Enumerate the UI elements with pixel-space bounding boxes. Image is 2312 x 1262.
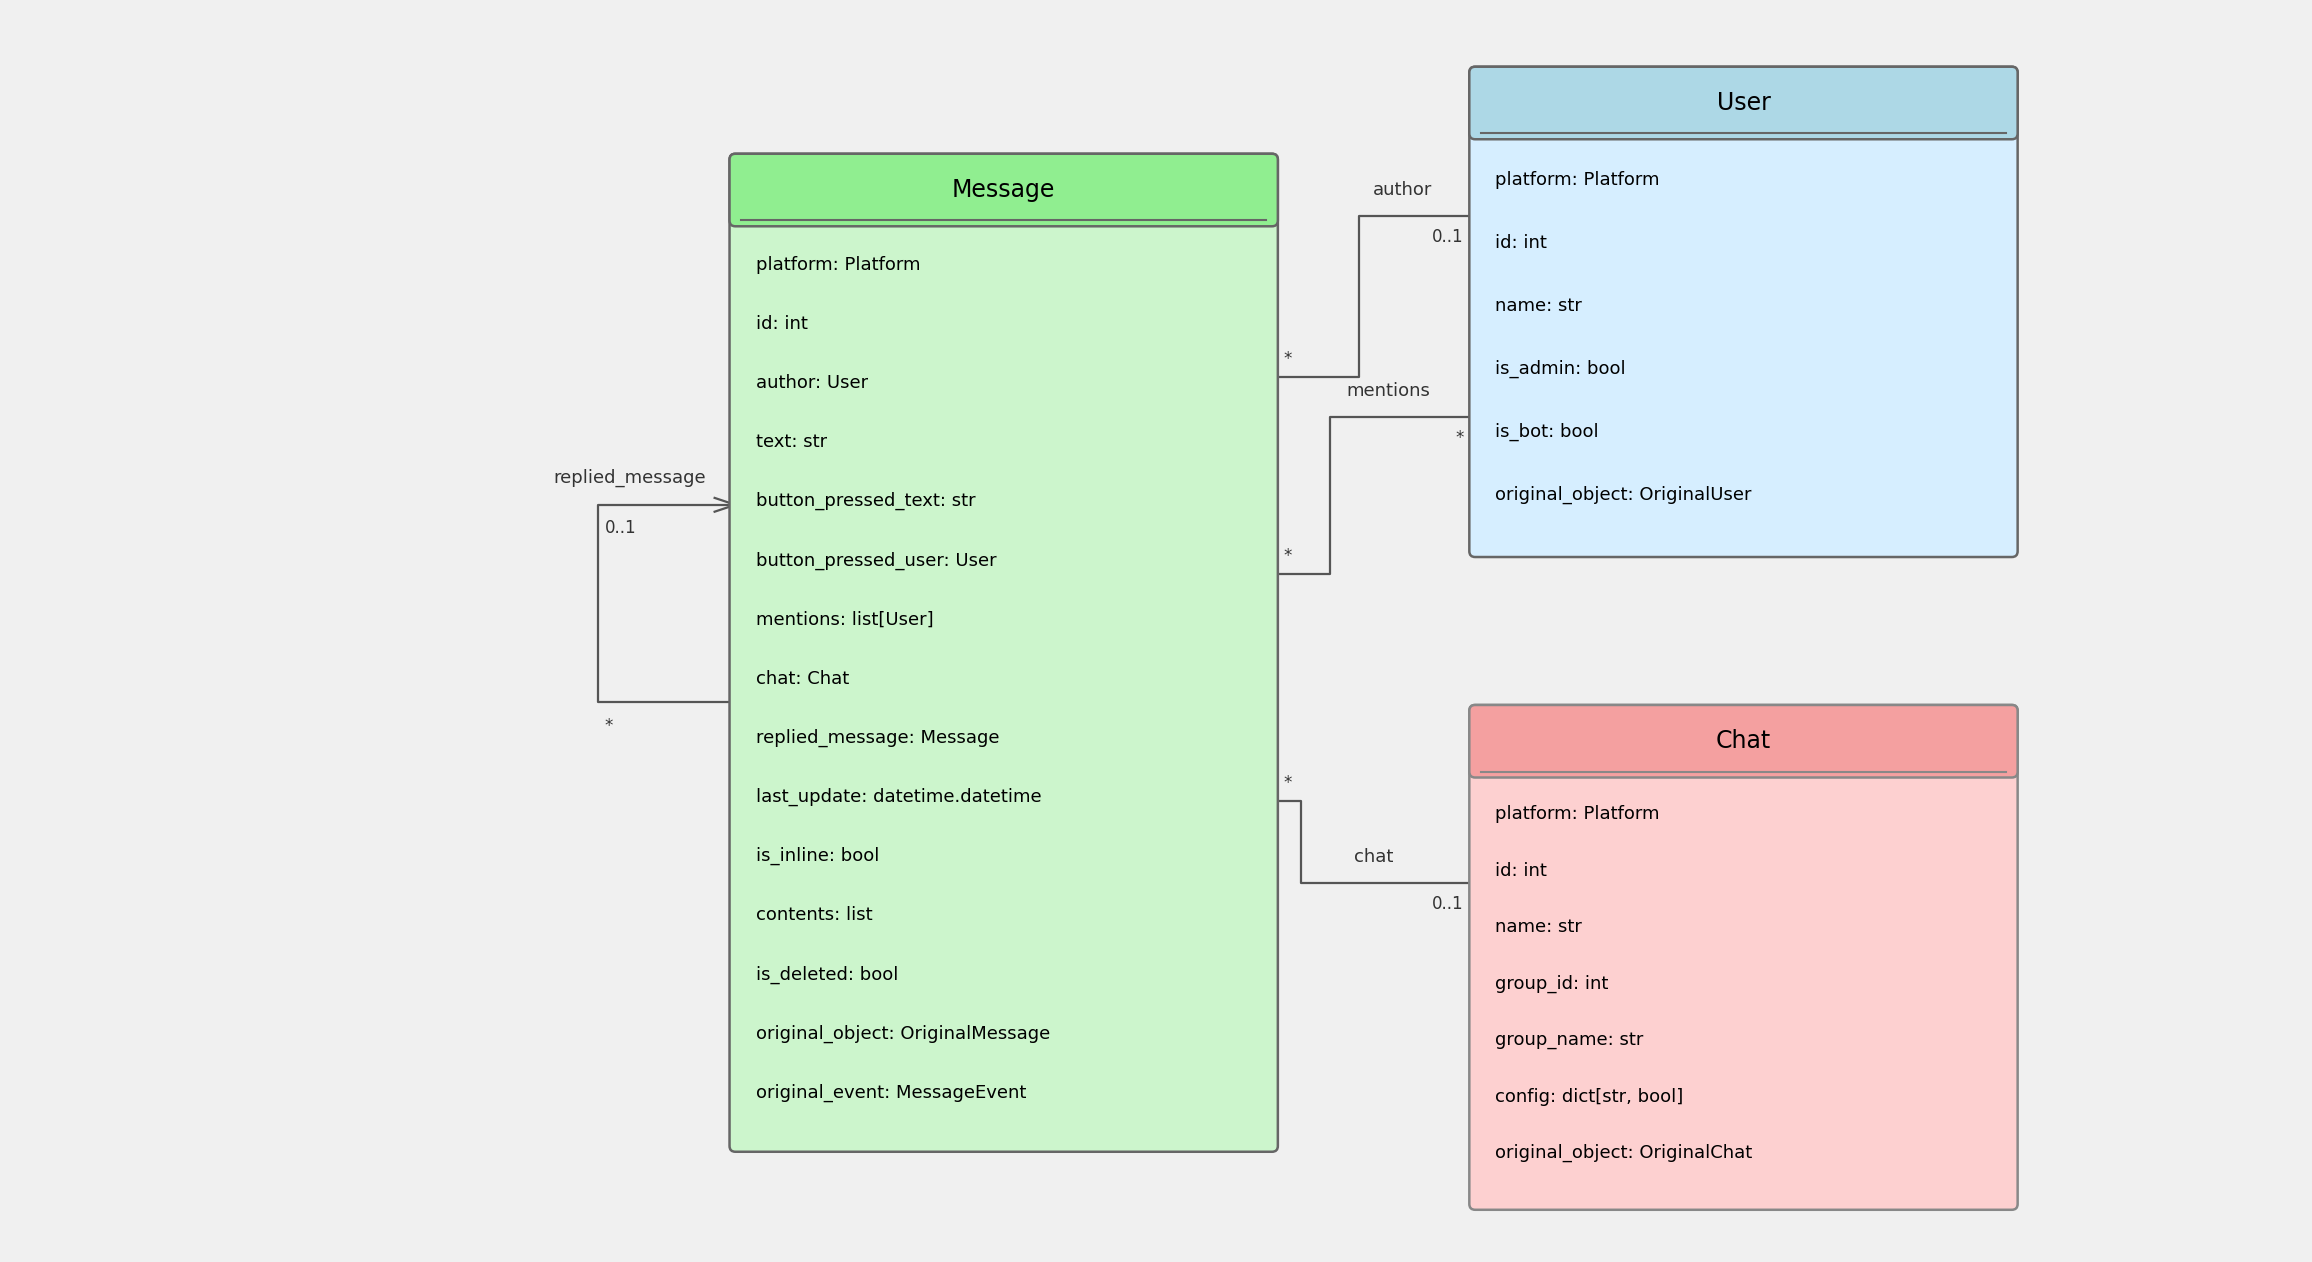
FancyBboxPatch shape — [1470, 705, 2018, 777]
Text: *: * — [1283, 774, 1292, 793]
Text: text: str: text: str — [756, 433, 828, 451]
Text: author: User: author: User — [756, 374, 867, 392]
FancyBboxPatch shape — [731, 154, 1279, 1152]
Text: config: dict[str, bool]: config: dict[str, bool] — [1496, 1088, 1683, 1106]
Text: is_bot: bool: is_bot: bool — [1496, 423, 1600, 440]
Text: 0..1: 0..1 — [1431, 227, 1463, 246]
Text: platform: Platform: platform: Platform — [1496, 805, 1660, 823]
Text: chat: chat — [1355, 848, 1394, 866]
Text: *: * — [606, 717, 613, 734]
Text: Chat: Chat — [1716, 729, 1771, 753]
Text: User: User — [1716, 91, 1771, 115]
Text: *: * — [1283, 548, 1292, 565]
Text: id: int: id: int — [1496, 862, 1547, 880]
Text: Message: Message — [953, 178, 1054, 202]
Text: original_object: OriginalUser: original_object: OriginalUser — [1496, 486, 1752, 504]
Text: 0..1: 0..1 — [1431, 895, 1463, 912]
Text: mentions: list[User]: mentions: list[User] — [756, 611, 934, 628]
FancyBboxPatch shape — [1470, 67, 2018, 139]
Text: 0..1: 0..1 — [606, 519, 636, 538]
FancyBboxPatch shape — [1470, 67, 2018, 557]
Text: *: * — [1283, 350, 1292, 367]
Text: is_admin: bool: is_admin: bool — [1496, 360, 1625, 377]
Text: platform: Platform: platform: Platform — [756, 256, 920, 274]
Text: chat: Chat: chat: Chat — [756, 670, 849, 688]
Text: *: * — [1454, 429, 1463, 447]
Text: name: str: name: str — [1496, 297, 1581, 314]
Text: group_id: int: group_id: int — [1496, 974, 1609, 993]
Text: id: int: id: int — [1496, 233, 1547, 251]
Text: group_name: str: group_name: str — [1496, 1031, 1644, 1049]
Bar — [1482, 122, 2007, 136]
Text: name: str: name: str — [1496, 919, 1581, 936]
Bar — [742, 209, 1267, 223]
Text: button_pressed_user: User: button_pressed_user: User — [756, 551, 996, 569]
Text: button_pressed_text: str: button_pressed_text: str — [756, 492, 976, 510]
FancyBboxPatch shape — [1470, 705, 2018, 1210]
Text: replied_message: replied_message — [555, 469, 707, 487]
Text: author: author — [1373, 180, 1433, 198]
Text: platform: Platform: platform: Platform — [1496, 170, 1660, 188]
Bar — [1482, 760, 2007, 775]
Text: last_update: datetime.datetime: last_update: datetime.datetime — [756, 787, 1040, 806]
Text: is_inline: bool: is_inline: bool — [756, 847, 879, 866]
Text: mentions: mentions — [1346, 382, 1431, 400]
Text: is_deleted: bool: is_deleted: bool — [756, 965, 897, 983]
Text: original_event: MessageEvent: original_event: MessageEvent — [756, 1084, 1027, 1102]
Text: original_object: OriginalMessage: original_object: OriginalMessage — [756, 1025, 1050, 1042]
Text: id: int: id: int — [756, 314, 807, 333]
Text: replied_message: Message: replied_message: Message — [756, 728, 999, 747]
FancyBboxPatch shape — [731, 154, 1279, 226]
Text: original_object: OriginalChat: original_object: OriginalChat — [1496, 1143, 1752, 1162]
Text: contents: list: contents: list — [756, 906, 872, 924]
